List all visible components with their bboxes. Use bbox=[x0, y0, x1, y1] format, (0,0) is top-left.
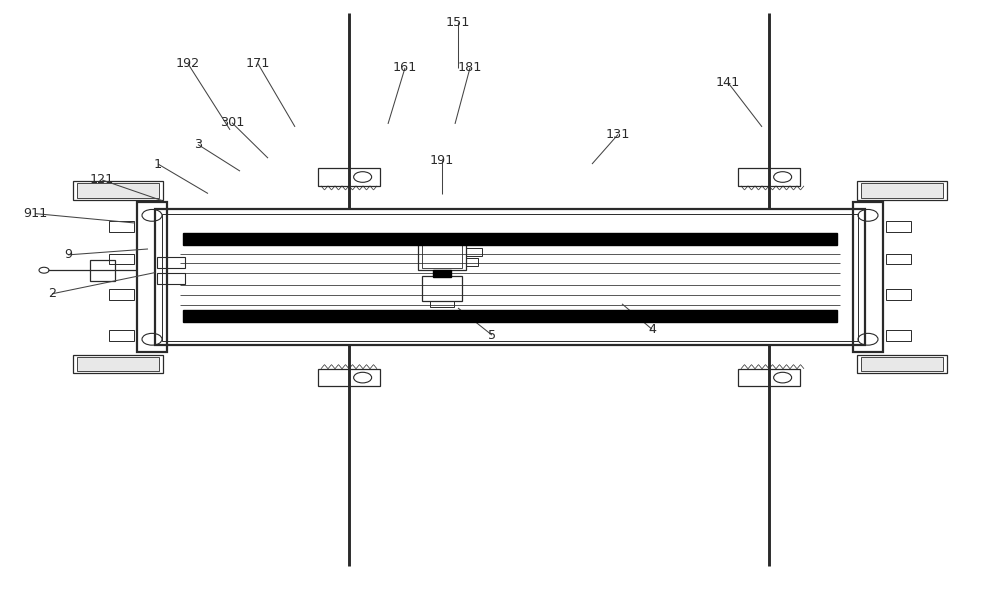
Text: 171: 171 bbox=[246, 57, 270, 70]
Bar bbox=[77, 183, 159, 198]
Bar bbox=[157, 273, 185, 284]
Text: 192: 192 bbox=[176, 57, 200, 70]
Bar bbox=[466, 258, 478, 266]
Bar bbox=[422, 276, 462, 301]
Bar bbox=[886, 221, 911, 232]
Bar bbox=[466, 248, 482, 256]
Text: 191: 191 bbox=[430, 154, 454, 167]
Bar bbox=[433, 270, 451, 277]
Bar bbox=[73, 355, 163, 373]
Text: 141: 141 bbox=[716, 76, 740, 89]
Bar bbox=[157, 257, 185, 268]
Bar bbox=[109, 289, 134, 300]
Bar bbox=[886, 254, 911, 264]
Text: 1: 1 bbox=[154, 158, 162, 171]
Bar bbox=[109, 330, 134, 341]
Bar bbox=[318, 168, 380, 186]
Bar bbox=[738, 369, 800, 386]
Bar bbox=[857, 181, 947, 200]
Text: 121: 121 bbox=[90, 173, 114, 186]
Bar bbox=[422, 244, 462, 268]
Bar bbox=[90, 260, 115, 281]
Text: 5: 5 bbox=[488, 329, 496, 342]
Bar bbox=[318, 369, 380, 386]
Bar bbox=[183, 233, 837, 245]
Bar bbox=[109, 254, 134, 264]
Bar bbox=[430, 301, 454, 307]
Bar bbox=[886, 330, 911, 341]
Text: 181: 181 bbox=[458, 61, 482, 74]
Text: 911: 911 bbox=[23, 207, 47, 220]
Bar bbox=[861, 357, 943, 371]
Text: 301: 301 bbox=[220, 116, 244, 129]
Bar bbox=[183, 310, 837, 322]
Text: 161: 161 bbox=[393, 61, 417, 74]
Bar bbox=[418, 242, 466, 270]
Bar bbox=[109, 221, 134, 232]
Text: 131: 131 bbox=[606, 128, 630, 141]
Bar bbox=[137, 202, 167, 352]
Bar bbox=[886, 289, 911, 300]
Text: 151: 151 bbox=[446, 16, 470, 29]
Text: 4: 4 bbox=[648, 323, 656, 336]
Bar bbox=[857, 355, 947, 373]
Bar bbox=[861, 183, 943, 198]
Text: 3: 3 bbox=[194, 138, 202, 151]
Bar bbox=[738, 168, 800, 186]
Bar bbox=[77, 357, 159, 371]
Bar bbox=[73, 181, 163, 200]
Bar bbox=[162, 214, 858, 341]
Bar bbox=[155, 209, 865, 345]
Text: 2: 2 bbox=[48, 287, 56, 300]
Bar bbox=[853, 202, 883, 352]
Text: 9: 9 bbox=[64, 248, 72, 261]
